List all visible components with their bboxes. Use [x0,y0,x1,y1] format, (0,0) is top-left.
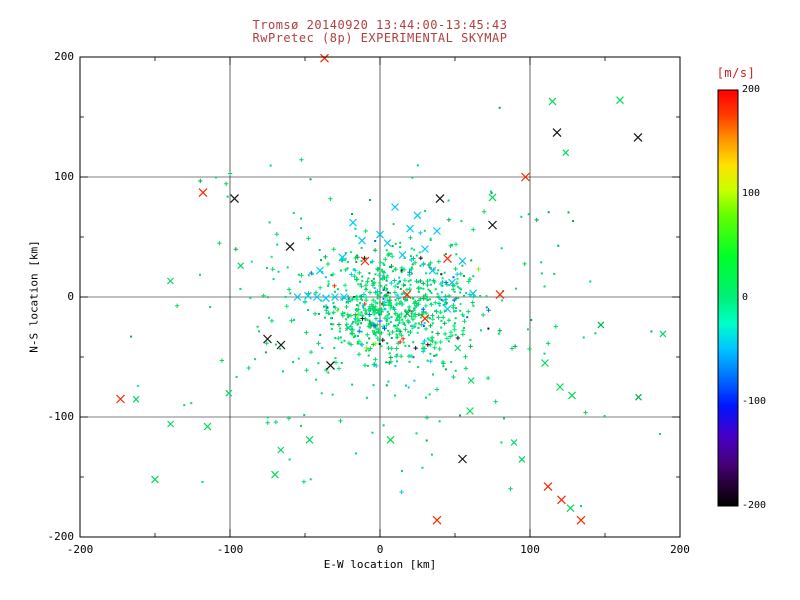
scatter-cluster-core [284,228,491,373]
scatter-series-moderate-negative-velocity [293,203,477,313]
plot-border [79,56,681,538]
y-tick-label: 200 [54,50,74,63]
colorbar-label: [m/s] [716,66,756,80]
x-tick-label: -200 [66,543,94,556]
colorbar-tick-label: -100 [742,396,767,407]
scatter-series-strong-blue-negative [371,318,387,331]
colorbar-tick-label: 200 [742,84,761,95]
colorbar-tick-label: -200 [742,500,767,511]
y-tick-label: -100 [47,410,75,423]
chart-subtitle: RwPretec (8p) EXPERIMENTAL SKYMAP [252,31,508,45]
y-tick-label: 0 [67,290,74,303]
scatter-cluster-sparse-field [132,106,667,507]
x-tick-label: 100 [520,543,540,556]
scatter-series-high-negative-velocity [230,128,643,464]
colorbar-tick-label: 100 [742,188,761,199]
scatter-series-near-zero-velocity-outliers [151,96,624,513]
y-tick-label: -200 [47,530,75,543]
x-tick-label: 200 [670,543,690,556]
colorbar-tick-label: 0 [742,292,749,303]
scatter-cluster-halo [130,157,661,495]
x-axis-label: E-W location [km] [323,558,437,571]
chart-title: Tromsø 20140920 13:44:00-13:45:43 [252,18,508,32]
x-tick-label: -100 [216,543,244,556]
scatter-series-high-positive-velocity [116,53,586,525]
grid-lines [80,57,680,537]
x-tick-label: 0 [376,543,384,556]
y-tick-label: 100 [54,170,74,183]
colorbar-gradient [717,89,739,507]
